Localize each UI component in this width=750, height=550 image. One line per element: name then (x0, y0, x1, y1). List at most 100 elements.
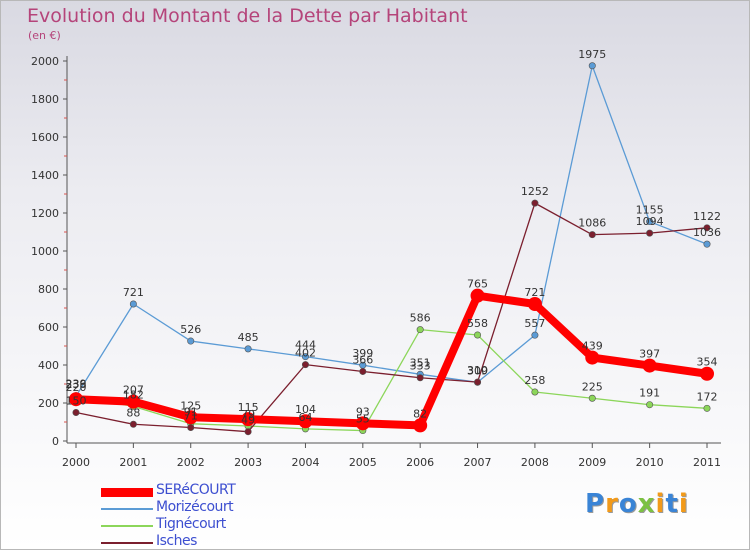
data-label: 399 (352, 347, 373, 360)
y-tick-label: 400 (38, 359, 59, 372)
data-point (359, 367, 367, 375)
legend-label: Morizécourt (156, 499, 234, 515)
legend-swatch (101, 508, 153, 510)
data-label: 239 (66, 378, 87, 391)
y-tick-label: 600 (38, 321, 59, 334)
x-tick-label: 2000 (62, 456, 90, 469)
x-tick-label: 2001 (119, 456, 147, 469)
data-label: 220 (66, 381, 87, 394)
data-label: 182 (123, 388, 144, 401)
data-label: 333 (410, 360, 431, 373)
legend-swatch (101, 488, 153, 497)
data-label: 88 (126, 406, 140, 419)
logo-letter: P (585, 489, 606, 519)
data-point (642, 358, 657, 373)
data-label: 93 (356, 405, 370, 418)
data-label: 82 (413, 407, 427, 420)
series-line (75, 202, 708, 433)
logo-letter: i (655, 489, 666, 519)
data-point (531, 199, 539, 207)
legend-swatch (101, 525, 153, 527)
data-label: 91 (184, 406, 198, 419)
y-tick-label: 1600 (31, 131, 59, 144)
data-point (527, 297, 542, 312)
y-tick-label: 800 (38, 283, 59, 296)
series-line (75, 65, 708, 397)
logo-letter: x (637, 489, 656, 519)
data-label: 310 (467, 364, 488, 377)
data-label: 104 (295, 403, 316, 416)
data-point (474, 378, 482, 386)
data-point (588, 394, 596, 402)
logo-letter: t (665, 489, 679, 519)
data-point (301, 361, 309, 369)
data-label: 207 (123, 384, 144, 397)
legend-label: Tignécourt (156, 516, 226, 532)
x-tick-label: 2004 (291, 456, 319, 469)
data-point (355, 416, 370, 431)
legend-swatch (101, 542, 153, 544)
data-label: 354 (697, 356, 718, 369)
data-point (187, 424, 195, 432)
data-label: 258 (524, 374, 545, 387)
data-label: 557 (524, 317, 545, 330)
data-label: 150 (66, 395, 87, 408)
data-label: 64 (298, 411, 312, 424)
chart-title: Evolution du Montant de la Dette par Hab… (27, 5, 468, 27)
data-point (585, 350, 600, 365)
data-label: 125 (180, 399, 201, 412)
data-label: 351 (410, 356, 431, 369)
data-label: 71 (184, 410, 198, 423)
data-point (187, 337, 195, 345)
data-label: 765 (467, 278, 488, 291)
data-point (703, 404, 711, 412)
data-point (470, 288, 485, 303)
data-label: 586 (410, 312, 431, 325)
data-point (413, 418, 428, 433)
data-label: 55 (356, 413, 370, 426)
data-label: 1155 (636, 204, 664, 217)
data-label: 721 (524, 286, 545, 299)
y-tick-label: 0 (52, 435, 59, 448)
data-point (241, 412, 256, 427)
data-label: 1975 (578, 48, 606, 61)
y-tick-label: 1400 (31, 169, 59, 182)
logo-letter: i (678, 489, 689, 519)
data-point (703, 240, 711, 248)
y-tick-label: 1800 (31, 93, 59, 106)
x-tick-label: 2006 (406, 456, 434, 469)
data-point (129, 420, 137, 428)
y-tick-label: 1200 (31, 207, 59, 220)
x-tick-label: 2003 (234, 456, 262, 469)
data-label: 397 (639, 348, 660, 361)
data-label: 366 (352, 353, 373, 366)
data-point (531, 388, 539, 396)
data-point (416, 374, 424, 382)
data-label: 439 (582, 340, 603, 353)
x-tick-label: 2010 (636, 456, 664, 469)
y-tick-label: 1000 (31, 245, 59, 258)
data-point (588, 62, 596, 70)
data-label: 236 (66, 378, 87, 391)
x-tick-label: 2005 (349, 456, 377, 469)
data-point (69, 392, 83, 407)
data-point (474, 331, 482, 339)
data-label: 526 (180, 323, 201, 336)
data-label: 79 (241, 408, 255, 421)
x-tick-label: 2009 (578, 456, 606, 469)
data-point (72, 408, 80, 416)
data-label: 115 (238, 401, 259, 414)
data-point (126, 394, 141, 409)
data-label: 309 (467, 364, 488, 377)
legend-label: SERéCOURT (156, 482, 236, 498)
data-point (183, 410, 198, 425)
data-label: 1094 (636, 215, 664, 228)
data-point (646, 401, 654, 409)
data-label: 225 (582, 380, 603, 393)
data-label: 1122 (693, 210, 721, 223)
x-tick-label: 2011 (693, 456, 721, 469)
proxiti-logo: Proxiti (585, 489, 689, 519)
chart-unit-label: (en €) (28, 29, 61, 42)
data-point (703, 224, 711, 232)
